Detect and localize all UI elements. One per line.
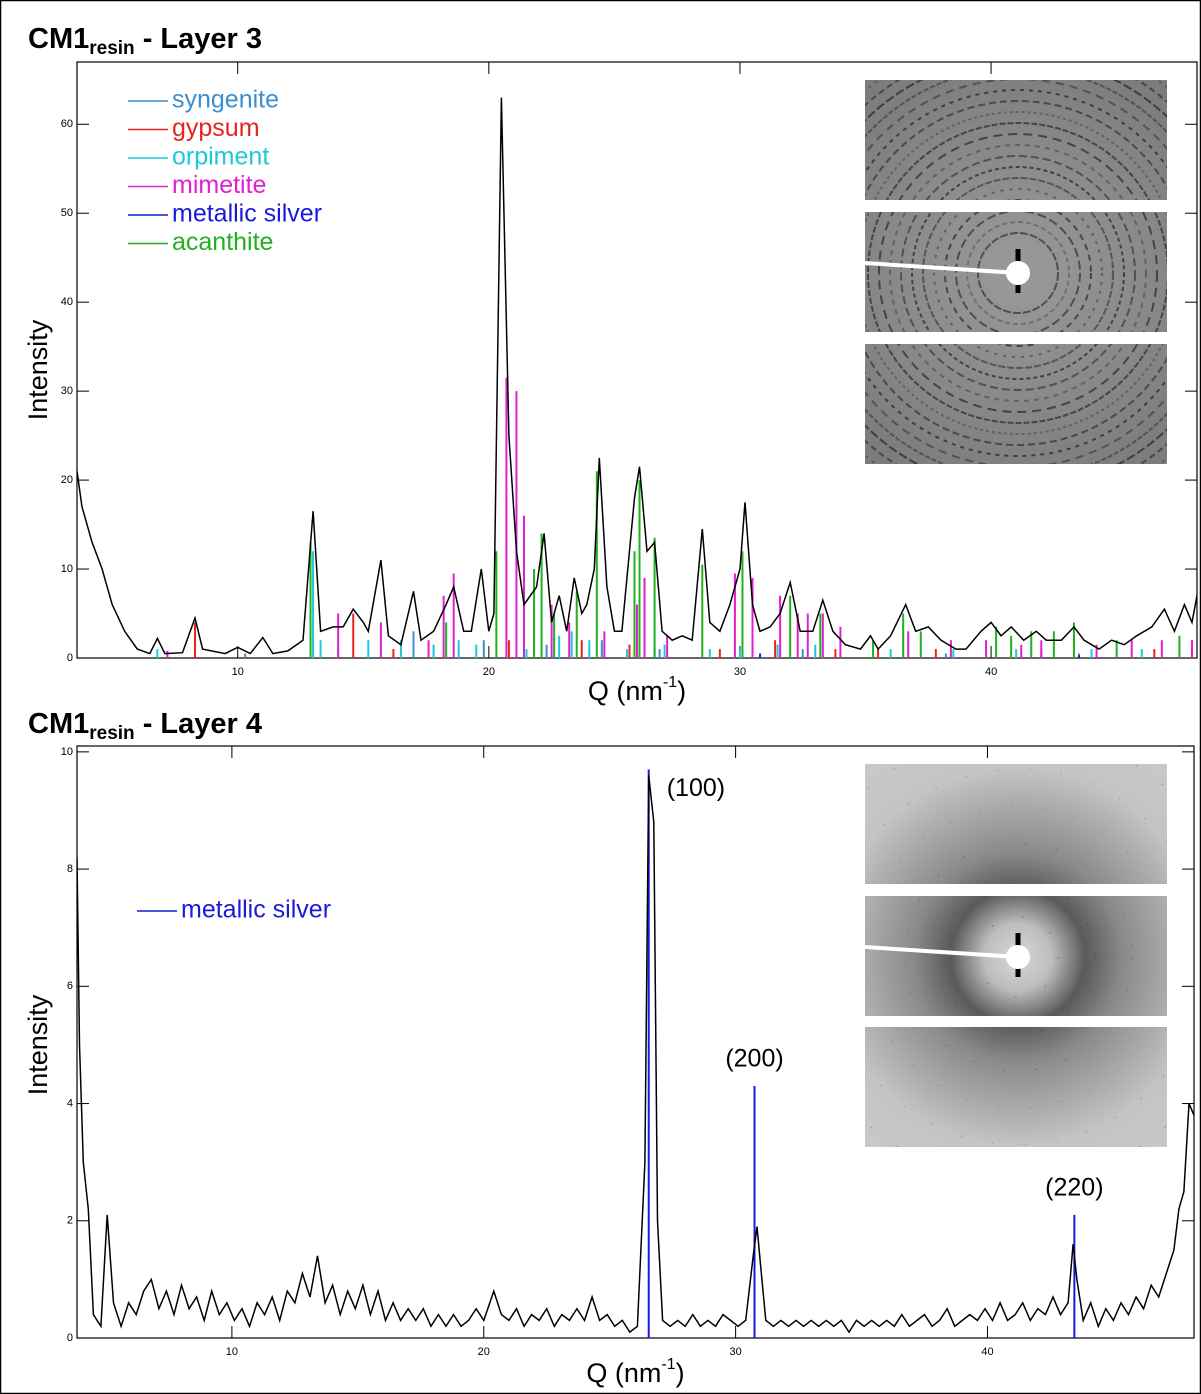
title-sub: resin xyxy=(89,38,134,59)
legend-label: mimetite xyxy=(172,171,266,199)
y-tick-label: 0 xyxy=(67,1332,73,1344)
inset-bg xyxy=(865,1027,1167,1147)
x-label-main: Q (nm xyxy=(588,676,663,706)
y-axis-label: Intensity xyxy=(23,994,53,1095)
title-main: CM1 xyxy=(28,23,89,55)
y-axis-label: Intensity xyxy=(23,319,53,420)
x-tick-label: 20 xyxy=(478,1346,490,1358)
figure: CM1resin - Layer 3102030400102030405060Q… xyxy=(0,0,1201,1394)
legend-label: metallic silver xyxy=(181,896,331,924)
x-tick-label: 10 xyxy=(232,666,244,678)
x-tick-label: 30 xyxy=(729,1346,741,1358)
x-label-rest: ) xyxy=(676,1358,685,1388)
y-tick-label: 0 xyxy=(67,652,73,664)
x-tick-label: 40 xyxy=(981,1346,993,1358)
legend-label: acanthite xyxy=(172,228,273,256)
x-tick-label: 30 xyxy=(734,666,746,678)
legend-label: syngenite xyxy=(172,86,279,114)
title-rest: - Layer 3 xyxy=(135,23,262,55)
y-tick-label: 4 xyxy=(67,1097,73,1109)
inset-bg xyxy=(865,344,1167,464)
y-tick-label: 10 xyxy=(61,563,73,575)
beam-stop xyxy=(1006,261,1030,285)
inset-bg xyxy=(865,764,1167,884)
x-tick-label: 10 xyxy=(226,1346,238,1358)
y-tick-label: 20 xyxy=(61,474,73,486)
x-tick-label: 40 xyxy=(985,666,997,678)
y-tick-label: 6 xyxy=(67,980,73,992)
title-sub: resin xyxy=(89,723,134,744)
panel-title: CM1resin - Layer 3 xyxy=(28,23,262,59)
y-tick-label: 2 xyxy=(67,1215,73,1227)
y-tick-label: 50 xyxy=(61,207,73,219)
x-label-rest: ) xyxy=(677,676,686,706)
peak-annotation: (200) xyxy=(725,1045,783,1073)
y-tick-label: 40 xyxy=(61,296,73,308)
y-tick-label: 8 xyxy=(67,863,73,875)
legend-label: orpiment xyxy=(172,143,269,171)
panel-title: CM1resin - Layer 4 xyxy=(28,708,262,744)
legend-label: metallic silver xyxy=(172,200,322,228)
peak-annotation: (100) xyxy=(667,774,725,802)
x-tick-label: 20 xyxy=(483,666,495,678)
y-tick-label: 30 xyxy=(61,385,73,397)
y-tick-label: 60 xyxy=(61,118,73,130)
x-label-sup: -1 xyxy=(663,674,677,691)
title-rest: - Layer 4 xyxy=(135,708,262,740)
x-label-sup: -1 xyxy=(661,1356,675,1373)
peak-annotation: (220) xyxy=(1045,1174,1103,1202)
legend-label: gypsum xyxy=(172,114,260,142)
x-label-main: Q (nm xyxy=(586,1358,661,1388)
y-tick-label: 10 xyxy=(61,746,73,758)
beam-stop xyxy=(1006,945,1030,969)
title-main: CM1 xyxy=(28,708,89,740)
